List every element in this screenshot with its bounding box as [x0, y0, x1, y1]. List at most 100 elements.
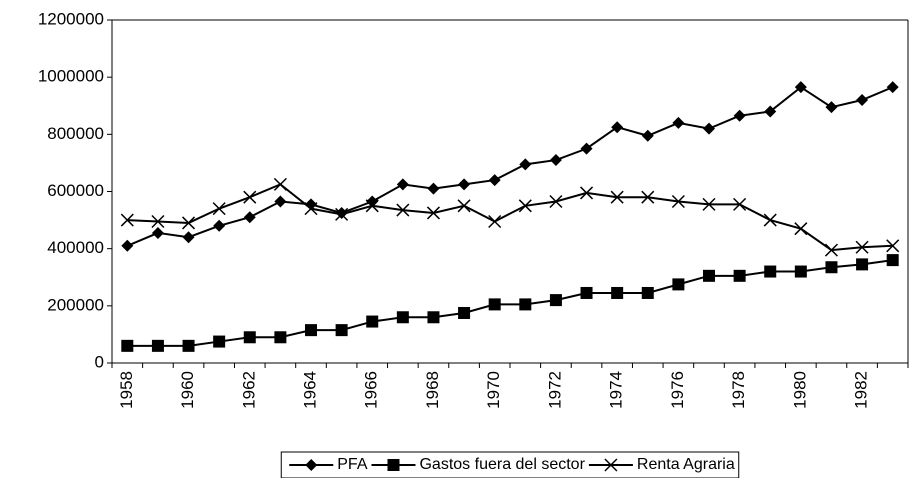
marker [641, 286, 654, 299]
marker [151, 226, 164, 239]
marker [243, 211, 256, 224]
x-tick-label: 1964 [300, 371, 319, 409]
marker [488, 174, 501, 187]
marker [213, 219, 226, 232]
marker [182, 216, 196, 230]
marker [886, 239, 900, 253]
x-tick-label: 1976 [668, 371, 687, 409]
marker [856, 258, 869, 271]
marker [671, 194, 685, 209]
marker [518, 199, 532, 213]
marker [427, 311, 440, 324]
marker [457, 199, 471, 213]
marker [763, 213, 777, 227]
marker [396, 311, 409, 324]
marker [151, 214, 165, 229]
y-tick-label: 0 [95, 352, 104, 371]
marker [733, 109, 746, 122]
marker [305, 459, 318, 471]
marker [604, 458, 618, 472]
marker [243, 331, 256, 344]
y-tick-label: 1000000 [38, 67, 104, 86]
y-tick-label: 1200000 [38, 9, 104, 28]
y-tick-label: 400000 [47, 238, 104, 257]
marker [672, 278, 685, 291]
marker [580, 186, 594, 200]
y-tick-label: 800000 [47, 124, 104, 143]
marker [120, 213, 134, 227]
x-tick-label: 1978 [729, 371, 748, 409]
marker [610, 190, 624, 204]
marker [212, 202, 226, 216]
marker [366, 195, 379, 208]
marker [182, 339, 195, 352]
x-tick-label: 1972 [545, 371, 564, 409]
x-tick-label: 1982 [852, 371, 871, 409]
marker [611, 121, 624, 134]
marker [672, 116, 685, 129]
x-tick-label: 1974 [607, 371, 626, 409]
marker [387, 459, 400, 471]
marker [703, 122, 715, 135]
x-tick-label: 1960 [178, 371, 197, 409]
marker [519, 298, 532, 311]
marker [427, 182, 440, 195]
marker [549, 194, 563, 209]
marker [305, 324, 317, 337]
marker [641, 190, 655, 204]
legend-label: Renta Agraria [637, 456, 735, 473]
marker [733, 269, 746, 282]
marker [243, 190, 257, 204]
marker [825, 261, 838, 274]
marker [151, 339, 164, 352]
marker [764, 265, 777, 278]
marker [825, 101, 838, 114]
legend-label: PFA [337, 456, 368, 473]
y-tick-label: 200000 [47, 295, 104, 314]
marker [335, 324, 348, 337]
marker [213, 335, 226, 348]
legend-box [280, 451, 740, 478]
marker [549, 294, 562, 307]
marker [703, 269, 715, 282]
marker [519, 158, 532, 171]
legend: PFA Gastos fuera del sector Renta Agraria [280, 451, 740, 478]
marker [794, 265, 807, 278]
marker [273, 177, 287, 191]
marker [794, 81, 807, 94]
marker [365, 199, 379, 213]
marker [794, 222, 808, 236]
marker [274, 331, 287, 344]
marker [304, 202, 318, 216]
marker [458, 306, 471, 319]
marker [764, 105, 777, 118]
marker [426, 206, 440, 220]
x-tick-label: 1966 [362, 371, 381, 409]
marker [274, 195, 287, 208]
marker [182, 231, 195, 244]
marker [824, 243, 838, 257]
marker [733, 197, 747, 211]
marker [886, 81, 899, 94]
marker [458, 178, 471, 191]
marker [855, 240, 869, 254]
marker [611, 286, 624, 299]
marker [488, 298, 501, 311]
marker [580, 286, 593, 299]
x-tick-label: 1962 [239, 371, 258, 409]
x-tick-label: 1980 [790, 371, 809, 409]
x-tick-label: 1958 [117, 371, 136, 409]
marker [121, 339, 134, 352]
series-line [127, 259, 893, 347]
legend-label: Gastos fuera del sector [419, 456, 585, 473]
marker [856, 94, 869, 107]
marker [396, 203, 410, 217]
marker [886, 254, 899, 267]
y-tick-label: 600000 [47, 181, 104, 200]
marker [702, 197, 716, 211]
marker [580, 142, 593, 155]
x-tick-label: 1968 [423, 371, 442, 409]
marker [121, 239, 134, 252]
series-line [127, 183, 893, 252]
